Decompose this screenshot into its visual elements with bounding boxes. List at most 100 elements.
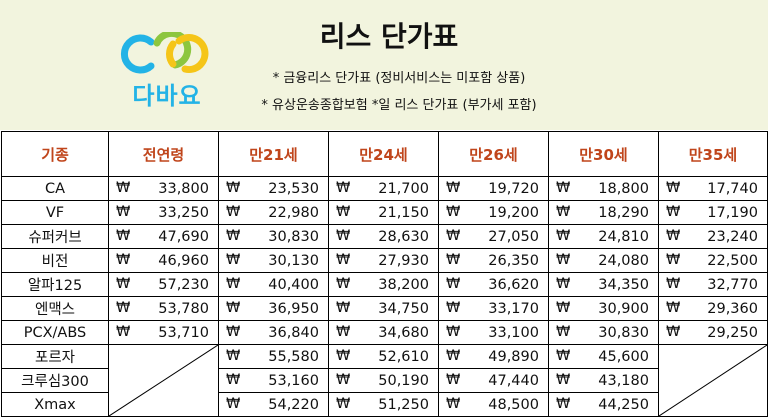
table-row: 슈퍼커브 ₩47,690 ₩30,830 ₩28,630 ₩27,050 ₩24,810 ₩… (1, 224, 768, 249)
price-cell: ₩40,400 (218, 272, 329, 297)
column-header: 만24세 (328, 131, 439, 177)
won-symbol: ₩ (666, 228, 681, 244)
price-cell: ₩53,710 (108, 320, 219, 345)
price-amount: 43,180 (598, 372, 649, 389)
model-name: VF (1, 200, 109, 225)
price-amount: 30,900 (598, 300, 649, 317)
price-cell: ₩54,220 (218, 392, 329, 417)
price-amount: 38,200 (378, 276, 429, 293)
price-amount: 33,170 (488, 300, 539, 317)
price-amount: 36,840 (268, 324, 319, 341)
table-row: VF ₩33,250 ₩22,980 ₩21,150 ₩19,200 ₩18,290 ₩17… (1, 200, 768, 225)
price-cell: ₩33,800 (108, 176, 219, 201)
dabayo-logo: 다바요 (117, 29, 217, 110)
price-amount: 44,250 (598, 396, 649, 413)
price-cell: ₩38,200 (328, 272, 439, 297)
won-symbol: ₩ (226, 300, 241, 316)
price-cell: ₩30,900 (548, 296, 659, 321)
table-row: 엔맥스 ₩53,780 ₩36,950 ₩34,750 ₩33,170 ₩30,900 ₩2… (1, 296, 768, 321)
won-symbol: ₩ (116, 204, 131, 220)
won-symbol: ₩ (446, 204, 461, 220)
won-symbol: ₩ (666, 204, 681, 220)
won-symbol: ₩ (556, 204, 571, 220)
price-cell: ₩51,250 (328, 392, 439, 417)
column-header: 만30세 (548, 131, 659, 177)
won-symbol: ₩ (116, 252, 131, 268)
won-symbol: ₩ (446, 396, 461, 412)
won-symbol: ₩ (116, 324, 131, 340)
price-amount: 36,950 (268, 300, 319, 317)
price-amount: 24,080 (598, 252, 649, 269)
price-amount: 29,360 (707, 300, 758, 317)
won-symbol: ₩ (226, 204, 241, 220)
won-symbol: ₩ (116, 300, 131, 316)
price-amount: 53,780 (158, 300, 209, 317)
won-symbol: ₩ (666, 252, 681, 268)
won-symbol: ₩ (666, 180, 681, 196)
price-cell: ₩47,690 (108, 224, 219, 249)
column-header: 만26세 (438, 131, 549, 177)
price-cell: ₩34,680 (328, 320, 439, 345)
column-header: 기종 (1, 131, 109, 177)
won-symbol: ₩ (336, 204, 351, 220)
column-header: 만21세 (218, 131, 329, 177)
price-amount: 57,230 (158, 276, 209, 293)
price-cell: ₩30,830 (548, 320, 659, 345)
won-symbol: ₩ (556, 324, 571, 340)
empty-diagonal-cell (108, 344, 219, 417)
price-amount: 19,720 (488, 180, 539, 197)
price-cell: ₩43,180 (548, 368, 659, 393)
price-cell: ₩29,360 (658, 296, 768, 321)
price-cell: ₩21,700 (328, 176, 439, 201)
price-amount: 55,580 (268, 348, 319, 365)
price-amount: 30,830 (598, 324, 649, 341)
won-symbol: ₩ (226, 276, 241, 292)
won-symbol: ₩ (446, 180, 461, 196)
won-symbol: ₩ (336, 396, 351, 412)
model-name: 슈퍼커브 (1, 224, 109, 249)
price-cell: ₩28,630 (328, 224, 439, 249)
price-amount: 51,250 (378, 396, 429, 413)
price-cell: ₩23,530 (218, 176, 329, 201)
won-symbol: ₩ (446, 324, 461, 340)
won-symbol: ₩ (336, 300, 351, 316)
price-amount: 33,250 (158, 204, 209, 221)
price-amount: 53,710 (158, 324, 209, 341)
price-amount: 48,500 (488, 396, 539, 413)
won-symbol: ₩ (556, 180, 571, 196)
won-symbol: ₩ (116, 180, 131, 196)
won-symbol: ₩ (666, 324, 681, 340)
price-amount: 52,610 (378, 348, 429, 365)
won-symbol: ₩ (446, 228, 461, 244)
price-cell: ₩30,130 (218, 248, 329, 273)
won-symbol: ₩ (336, 348, 351, 364)
price-amount: 33,800 (158, 180, 209, 197)
table-row: PCX/ABS ₩53,710 ₩36,840 ₩34,680 ₩33,100 ₩30,8… (1, 320, 768, 345)
price-cell: ₩29,250 (658, 320, 768, 345)
won-symbol: ₩ (556, 228, 571, 244)
price-amount: 26,350 (488, 252, 539, 269)
price-amount: 54,220 (268, 396, 319, 413)
won-symbol: ₩ (556, 396, 571, 412)
price-cell: ₩48,500 (438, 392, 549, 417)
won-symbol: ₩ (666, 300, 681, 316)
table-row: 알파125 ₩57,230 ₩40,400 ₩38,200 ₩36,620 ₩34,350… (1, 272, 768, 297)
price-cell: ₩27,930 (328, 248, 439, 273)
price-cell: ₩26,350 (438, 248, 549, 273)
price-cell: ₩30,830 (218, 224, 329, 249)
empty-diagonal-cell (658, 344, 768, 417)
table-row: CA ₩33,800 ₩23,530 ₩21,700 ₩19,720 ₩18,800 ₩17… (1, 176, 768, 201)
price-amount: 36,620 (488, 276, 539, 293)
header-band: 다바요 리스 단가표 * 금융리스 단가표 (정비서비스는 미포함 상품) * … (0, 0, 768, 130)
won-symbol: ₩ (446, 372, 461, 388)
price-amount: 22,500 (707, 252, 758, 269)
price-cell: ₩57,230 (108, 272, 219, 297)
won-symbol: ₩ (666, 276, 681, 292)
price-amount: 27,930 (378, 252, 429, 269)
price-amount: 17,190 (707, 204, 758, 221)
model-name: 엔맥스 (1, 296, 109, 321)
price-cell: ₩36,620 (438, 272, 549, 297)
price-amount: 21,700 (378, 180, 429, 197)
page-title: 리스 단가표 (319, 20, 459, 53)
